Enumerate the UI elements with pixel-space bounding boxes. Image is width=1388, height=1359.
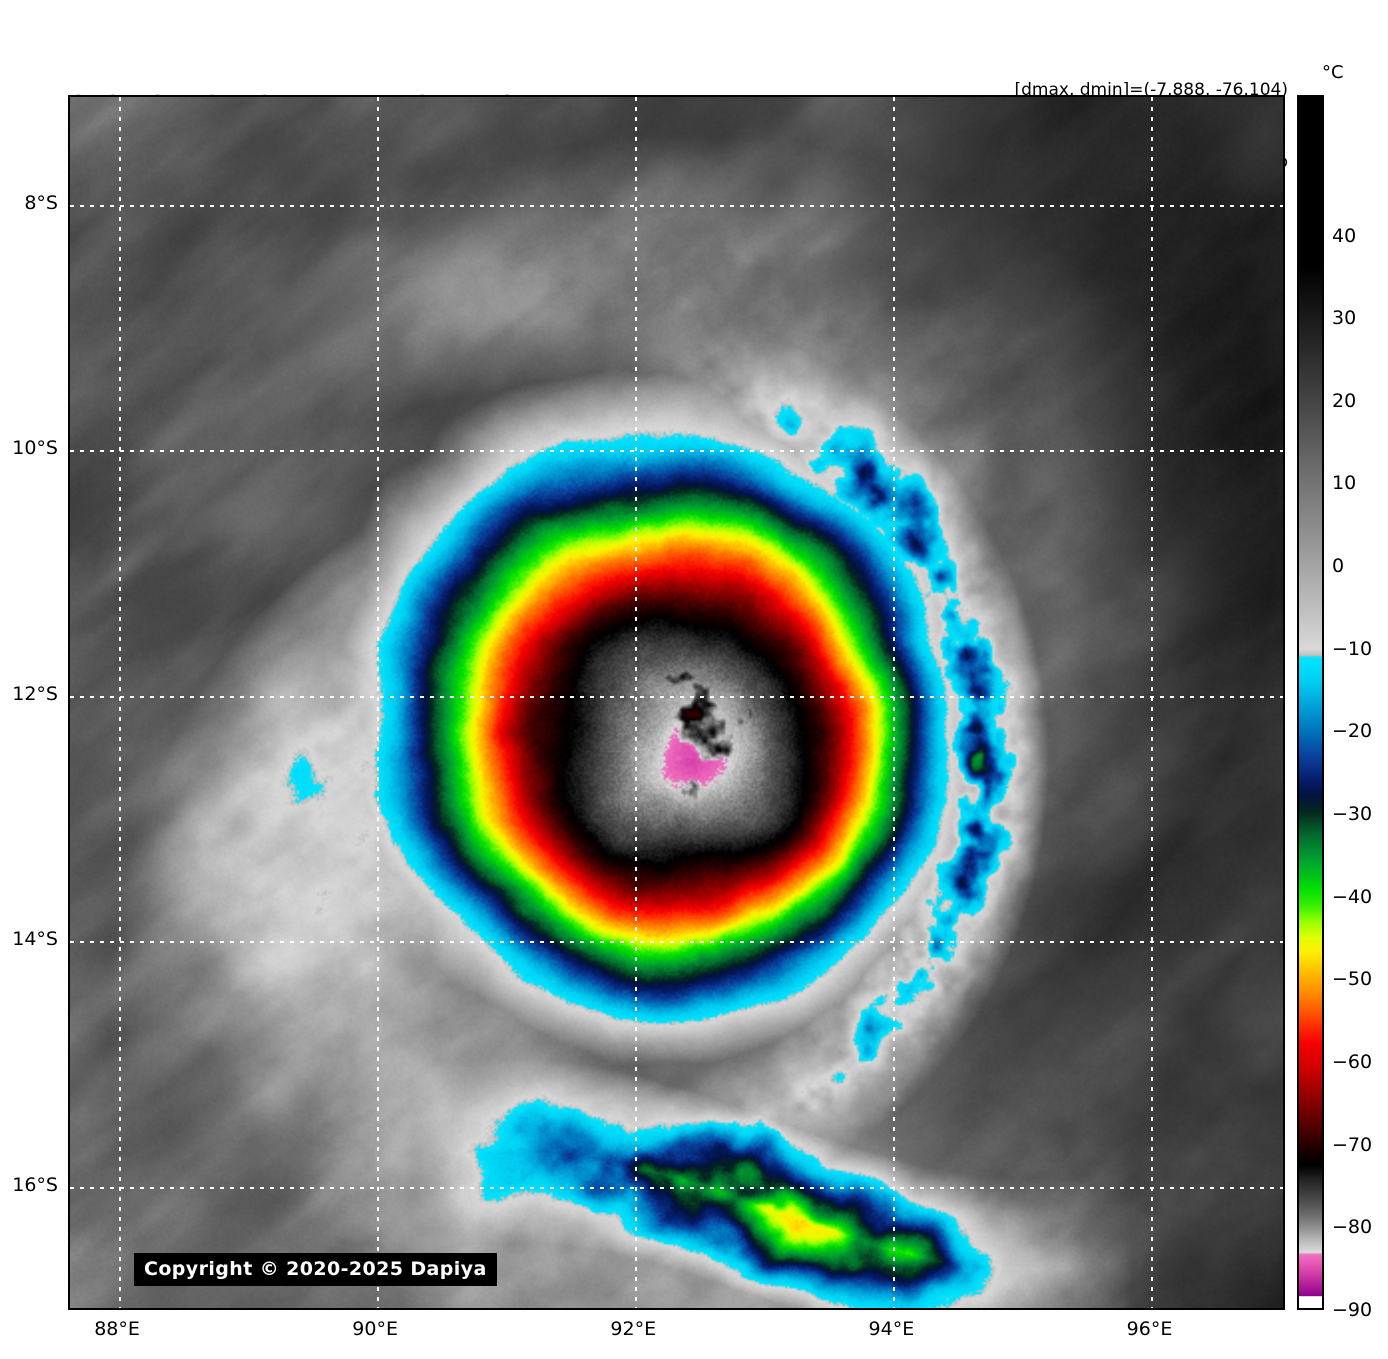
colorbar-tick-label: −60	[1332, 1051, 1373, 1074]
colorbar-unit-label: °C	[1322, 62, 1344, 83]
colorbar-tick-label: −90	[1332, 1299, 1373, 1321]
satellite-imagery-canvas	[70, 97, 1283, 1308]
colorbar-tick-label: 40	[1332, 224, 1357, 247]
colorbar-tick-label: 20	[1332, 389, 1357, 412]
colorbar-tick-label: −70	[1332, 1133, 1373, 1156]
colorbar-tick-label: 10	[1332, 472, 1357, 495]
longitude-tick-label: 90°E	[352, 1318, 398, 1340]
latitude-tick-label: 8°S	[24, 192, 58, 214]
colorbar-tick-label: −10	[1332, 637, 1373, 660]
colorbar-tick-label: −20	[1332, 720, 1373, 743]
longitude-tick-label: 88°E	[94, 1318, 140, 1340]
longitude-tick-label: 94°E	[868, 1318, 915, 1340]
longitude-tick-label: 92°E	[610, 1318, 657, 1340]
latitude-tick-label: 12°S	[12, 682, 58, 705]
colorbar-tick-label: −50	[1332, 968, 1373, 991]
colorbar-tick-label: 0	[1332, 555, 1345, 578]
satellite-image-plot: Copyright © 2020-2025 Dapiya	[68, 95, 1285, 1310]
latitude-tick-label: 10°S	[12, 437, 58, 460]
copyright-notice: Copyright © 2020-2025 Dapiya	[134, 1253, 497, 1286]
longitude-tick-label: 96°E	[1126, 1318, 1173, 1340]
colorbar-tick-label: −30	[1332, 803, 1373, 826]
colorbar-tick-label: −40	[1332, 885, 1373, 908]
latitude-tick-label: 14°S	[12, 928, 58, 951]
colorbar-tick-label: 30	[1332, 307, 1357, 330]
latitude-tick-label: 16°S	[12, 1173, 58, 1196]
temperature-colorbar	[1297, 95, 1324, 1310]
colorbar-tick-label: −80	[1332, 1216, 1373, 1239]
